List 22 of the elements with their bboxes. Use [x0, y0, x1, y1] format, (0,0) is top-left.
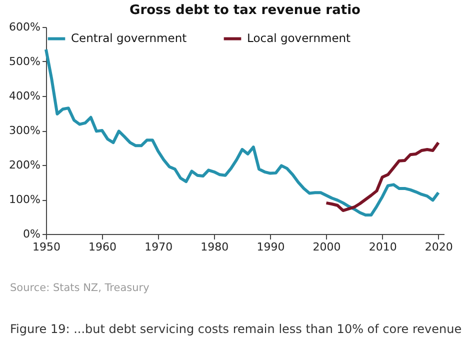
- x-tick-label: 2000: [312, 240, 341, 254]
- caption: Figure 19: ...but debt servicing costs remain less than 10% of core revenue: [10, 322, 462, 336]
- y-tick-label: 100%: [9, 193, 40, 206]
- x-tick-label: 2020: [424, 240, 453, 254]
- x-tick-label: 1960: [88, 240, 117, 254]
- y-tick-label: 0%: [23, 228, 40, 240]
- x-tick-label: 1950: [32, 240, 60, 254]
- line-series: [44, 48, 440, 217]
- legend-label: Local government: [247, 30, 352, 45]
- y-tick-label: 600%: [9, 20, 40, 34]
- source-note: Source: Stats NZ, Treasury: [10, 282, 150, 294]
- line-series: [324, 141, 440, 212]
- y-tick-label: 200%: [9, 158, 40, 172]
- legend-label: Central government: [71, 30, 188, 45]
- x-tick-label: 1990: [256, 240, 285, 254]
- x-tick-label: 1980: [200, 240, 229, 254]
- y-tick-label: 500%: [9, 55, 40, 68]
- y-tick-label: 400%: [9, 90, 40, 102]
- y-tick-label: 300%: [9, 124, 40, 137]
- x-tick-label: 2010: [368, 240, 397, 254]
- x-tick-label: 1970: [144, 240, 173, 254]
- chart-title: Gross debt to tax revenue ratio: [130, 3, 361, 18]
